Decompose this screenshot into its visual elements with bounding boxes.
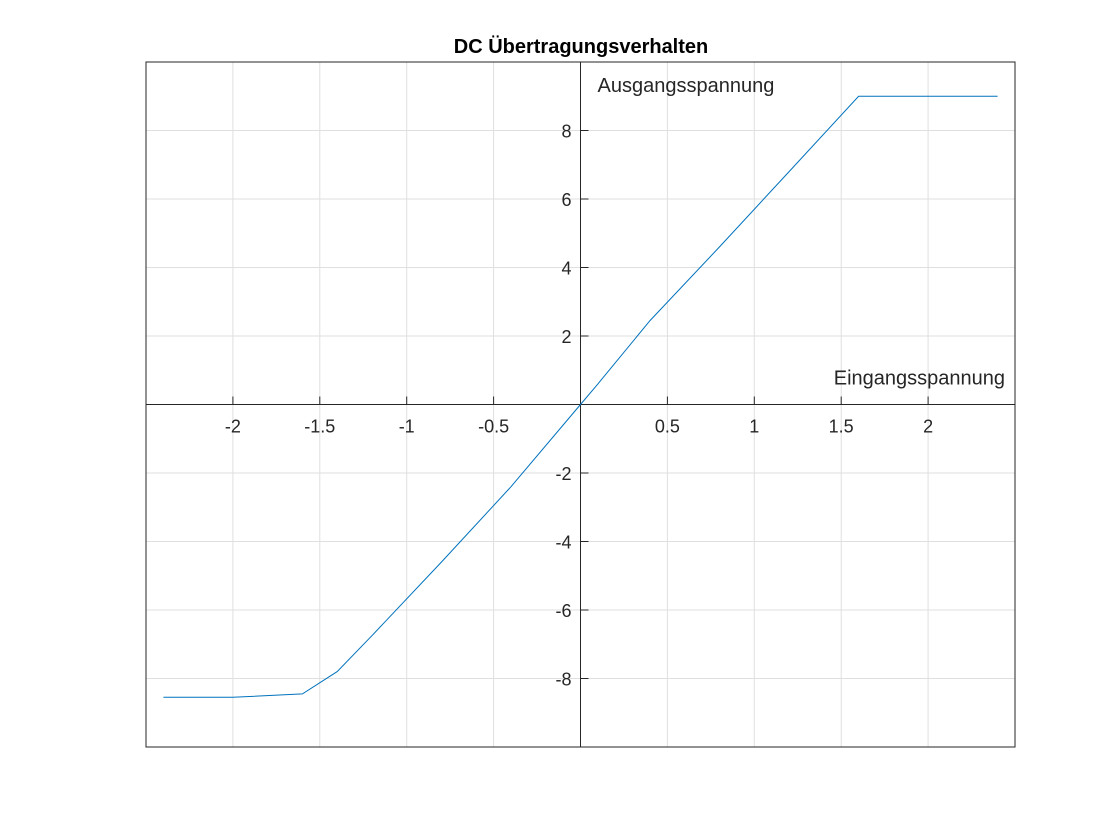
chart-title: DC Übertragungsverhalten	[453, 36, 709, 58]
tick-layer: -2 -1.5 -1 -0.5 0.5 1 1.5 2 -8 -6 -4 -2 2 4 6 8	[225, 122, 933, 690]
y-tick-label: -8	[555, 670, 571, 690]
y-tick-label: 2	[561, 327, 571, 347]
x-tick-label: 1	[749, 417, 759, 437]
y-tick-label: 8	[561, 122, 571, 142]
x-tick-label: 0.5	[655, 417, 680, 437]
x-tick-label: 1.5	[829, 417, 854, 437]
series-layer	[163, 95, 998, 698]
x-axis-label: Eingangsspannung	[834, 368, 1005, 390]
x-tick-label: -1	[399, 417, 415, 437]
y-tick-label: -2	[555, 464, 571, 484]
y-tick-label: 6	[561, 190, 571, 210]
x-tick-label: -2	[225, 417, 241, 437]
x-tick-label: -0.5	[478, 417, 509, 437]
y-tick-label: 4	[561, 259, 571, 279]
series-line	[163, 95, 998, 698]
x-tick-label: -1.5	[304, 417, 335, 437]
y-axis-label: Ausgangsspannung	[598, 75, 775, 97]
y-tick-label: -4	[555, 533, 571, 553]
x-tick-label: 2	[923, 417, 933, 437]
y-tick-label: -6	[555, 601, 571, 621]
